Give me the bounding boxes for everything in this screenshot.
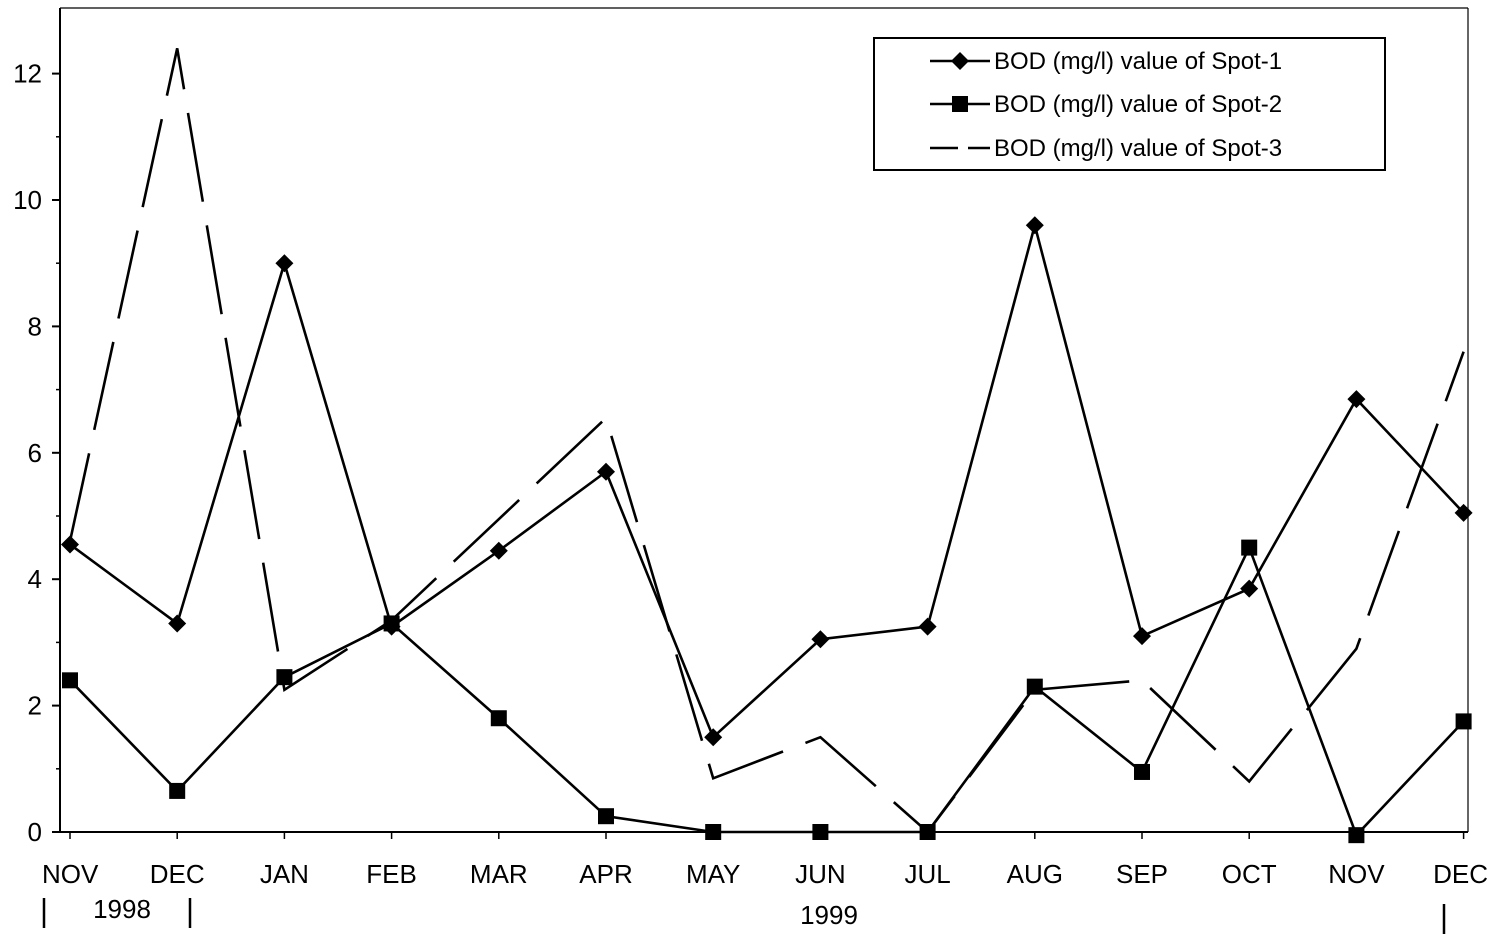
x-tick-label: NOV [1328, 859, 1385, 889]
series-2-point [705, 824, 722, 840]
legend-label: BOD (mg/l) value of Spot-1 [994, 48, 1282, 75]
x-tick-label: MAR [470, 859, 528, 889]
series-2-point [598, 808, 614, 825]
legend: BOD (mg/l) value of Spot-1 BOD (mg/l) val… [873, 37, 1386, 171]
series-1-point [1347, 390, 1366, 409]
series-1-point [1133, 627, 1151, 646]
series-1-point [168, 614, 187, 633]
legend-label: BOD (mg/l) value of Spot-3 [994, 135, 1282, 162]
series-2-point [1134, 763, 1150, 780]
x-tick-label: DEC [150, 859, 205, 889]
series-1-line [69, 220, 1465, 740]
x-axis-labels: NOV DEC JAN FEB MAR APR MAY JUN JUL AUG SEP OCT NOV D… [42, 859, 1488, 934]
series-layer [61, 48, 1473, 844]
legend-marker [952, 96, 968, 112]
series-1-point [1025, 216, 1044, 235]
series-2-point [276, 669, 293, 686]
x-tick-label: MAY [686, 859, 740, 889]
x-tick-label: APR [579, 859, 632, 889]
series-2-point [1348, 827, 1365, 844]
legend-item-3: BOD (mg/l) value of Spot-3 [930, 135, 1282, 162]
x-tick-label: JUN [795, 859, 846, 889]
series-1-point [918, 617, 937, 636]
year-label: 1999 [800, 900, 858, 930]
x-tick-label: SEP [1116, 859, 1168, 889]
series-1 [61, 216, 1473, 747]
series-2 [62, 539, 1472, 844]
series-1-point [1240, 579, 1259, 598]
legend-marker [951, 52, 969, 70]
series-2-point [1026, 678, 1043, 695]
x-tick-label: AUG [1007, 859, 1063, 889]
series-1-point [61, 535, 79, 554]
series-2-point [1455, 713, 1472, 730]
series-2-point [490, 710, 507, 727]
y-tick-label: 0 [28, 817, 42, 847]
x-tick-label: JUL [904, 859, 950, 889]
series-1-point [811, 630, 830, 649]
series-2-point [812, 824, 829, 840]
series-1-point [704, 728, 723, 747]
legend-item-2: BOD (mg/l) value of Spot-2 [930, 91, 1282, 118]
y-tick-label: 6 [28, 438, 42, 468]
year-label: 1998 [93, 894, 151, 924]
series-2-line [69, 544, 1465, 838]
x-tick-label: JAN [260, 859, 309, 889]
y-tick-label: 2 [28, 691, 42, 721]
series-3-line [68, 48, 1465, 834]
y-tick-label: 8 [28, 311, 42, 341]
x-tick-label: NOV [42, 859, 99, 889]
x-tick-label: FEB [366, 859, 417, 889]
series-1-point [597, 462, 615, 481]
series-2-point [1241, 539, 1258, 556]
axes: 0 2 4 6 8 10 12 [13, 7, 1469, 847]
legend-label: BOD (mg/l) value of Spot-2 [994, 91, 1282, 118]
series-2-point [62, 672, 78, 689]
series-3 [68, 48, 1465, 834]
y-tick-label: 10 [13, 185, 42, 215]
y-tick-label: 4 [28, 564, 42, 594]
x-tick-label: OCT [1222, 859, 1277, 889]
series-2-point [383, 615, 400, 632]
series-2-point [169, 782, 186, 799]
series-1-point [275, 254, 294, 273]
y-tick-label: 12 [13, 59, 42, 89]
legend-item-1: BOD (mg/l) value of Spot-1 [930, 48, 1282, 75]
x-tick-label: DEC [1433, 859, 1488, 889]
series-1-point [489, 541, 508, 560]
series-1-point [1454, 503, 1473, 522]
